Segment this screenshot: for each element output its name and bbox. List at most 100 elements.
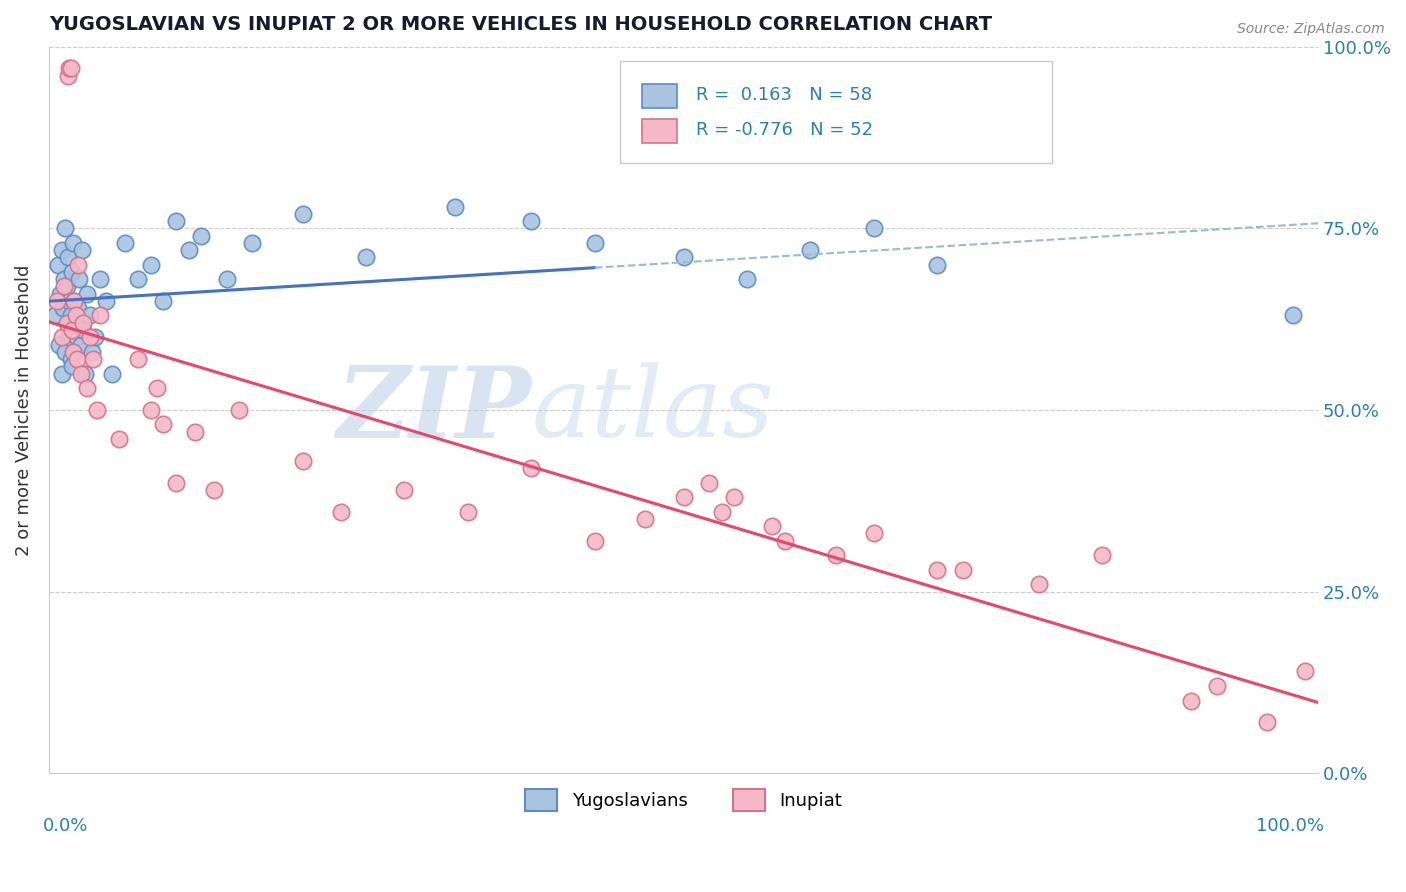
Point bbox=[761, 519, 783, 533]
Point bbox=[51, 243, 73, 257]
Point bbox=[202, 483, 225, 497]
Point bbox=[583, 533, 606, 548]
Point bbox=[56, 251, 79, 265]
Point bbox=[735, 272, 758, 286]
Point bbox=[59, 309, 82, 323]
Point bbox=[863, 221, 886, 235]
Point bbox=[72, 323, 94, 337]
Point bbox=[127, 272, 149, 286]
Point bbox=[583, 235, 606, 250]
Point bbox=[79, 330, 101, 344]
Point bbox=[152, 293, 174, 308]
Point bbox=[58, 330, 80, 344]
Point bbox=[82, 352, 104, 367]
Point bbox=[94, 293, 117, 308]
Point bbox=[72, 316, 94, 330]
Point bbox=[67, 258, 90, 272]
Point bbox=[55, 344, 77, 359]
Point bbox=[65, 309, 87, 323]
Point bbox=[79, 309, 101, 323]
Point bbox=[146, 381, 169, 395]
Point bbox=[89, 309, 111, 323]
Point bbox=[62, 344, 84, 359]
Point bbox=[927, 258, 949, 272]
Point bbox=[58, 293, 80, 308]
Point bbox=[1281, 309, 1303, 323]
Point bbox=[49, 286, 72, 301]
Point bbox=[139, 258, 162, 272]
Point bbox=[45, 293, 67, 308]
Point bbox=[394, 483, 416, 497]
Point bbox=[863, 526, 886, 541]
Point bbox=[55, 221, 77, 235]
Text: R =  0.163   N = 58: R = 0.163 N = 58 bbox=[696, 87, 872, 104]
Point bbox=[56, 69, 79, 83]
Point bbox=[177, 243, 200, 257]
Point bbox=[697, 475, 720, 490]
Legend: Yugoslavians, Inupiat: Yugoslavians, Inupiat bbox=[517, 782, 849, 819]
Point bbox=[62, 235, 84, 250]
Point bbox=[76, 286, 98, 301]
Point bbox=[53, 279, 76, 293]
Point bbox=[1180, 693, 1202, 707]
Point bbox=[520, 214, 543, 228]
Point bbox=[82, 344, 104, 359]
Point bbox=[672, 490, 695, 504]
Point bbox=[70, 243, 93, 257]
Point bbox=[799, 243, 821, 257]
Point bbox=[67, 301, 90, 316]
Point bbox=[63, 293, 86, 308]
Text: ZIP: ZIP bbox=[336, 361, 531, 458]
Point bbox=[62, 323, 84, 337]
Text: atlas: atlas bbox=[531, 362, 775, 458]
Point bbox=[114, 235, 136, 250]
Point bbox=[190, 228, 212, 243]
Point bbox=[63, 344, 86, 359]
Point bbox=[228, 403, 250, 417]
Point bbox=[723, 490, 745, 504]
Point bbox=[86, 403, 108, 417]
Point bbox=[101, 367, 124, 381]
Point bbox=[634, 512, 657, 526]
Y-axis label: 2 or more Vehicles in Household: 2 or more Vehicles in Household bbox=[15, 264, 32, 556]
Point bbox=[60, 323, 83, 337]
Text: R = -0.776   N = 52: R = -0.776 N = 52 bbox=[696, 121, 873, 139]
Point bbox=[127, 352, 149, 367]
Point bbox=[59, 62, 82, 76]
Point bbox=[53, 272, 76, 286]
Point bbox=[66, 352, 89, 367]
Text: YUGOSLAVIAN VS INUPIAT 2 OR MORE VEHICLES IN HOUSEHOLD CORRELATION CHART: YUGOSLAVIAN VS INUPIAT 2 OR MORE VEHICLE… bbox=[49, 15, 993, 34]
Point bbox=[291, 207, 314, 221]
Point bbox=[672, 251, 695, 265]
Point bbox=[773, 533, 796, 548]
Point bbox=[73, 367, 96, 381]
Point bbox=[48, 337, 70, 351]
Point bbox=[165, 214, 187, 228]
Point bbox=[56, 316, 79, 330]
Point bbox=[710, 505, 733, 519]
Point bbox=[1205, 679, 1227, 693]
Point bbox=[184, 425, 207, 439]
Point bbox=[1028, 577, 1050, 591]
Point bbox=[69, 367, 91, 381]
Point bbox=[152, 417, 174, 432]
Point bbox=[44, 309, 66, 323]
Point bbox=[291, 454, 314, 468]
Point bbox=[55, 316, 77, 330]
Point bbox=[139, 403, 162, 417]
Point bbox=[240, 235, 263, 250]
Point bbox=[824, 548, 846, 562]
Point bbox=[1256, 715, 1278, 730]
Point bbox=[927, 563, 949, 577]
Point bbox=[60, 265, 83, 279]
FancyBboxPatch shape bbox=[641, 84, 678, 109]
Point bbox=[46, 258, 69, 272]
Point bbox=[66, 330, 89, 344]
FancyBboxPatch shape bbox=[620, 62, 1052, 163]
Point bbox=[52, 301, 75, 316]
Point bbox=[329, 505, 352, 519]
Point bbox=[952, 563, 974, 577]
Point bbox=[1091, 548, 1114, 562]
Point bbox=[356, 251, 378, 265]
Point bbox=[165, 475, 187, 490]
